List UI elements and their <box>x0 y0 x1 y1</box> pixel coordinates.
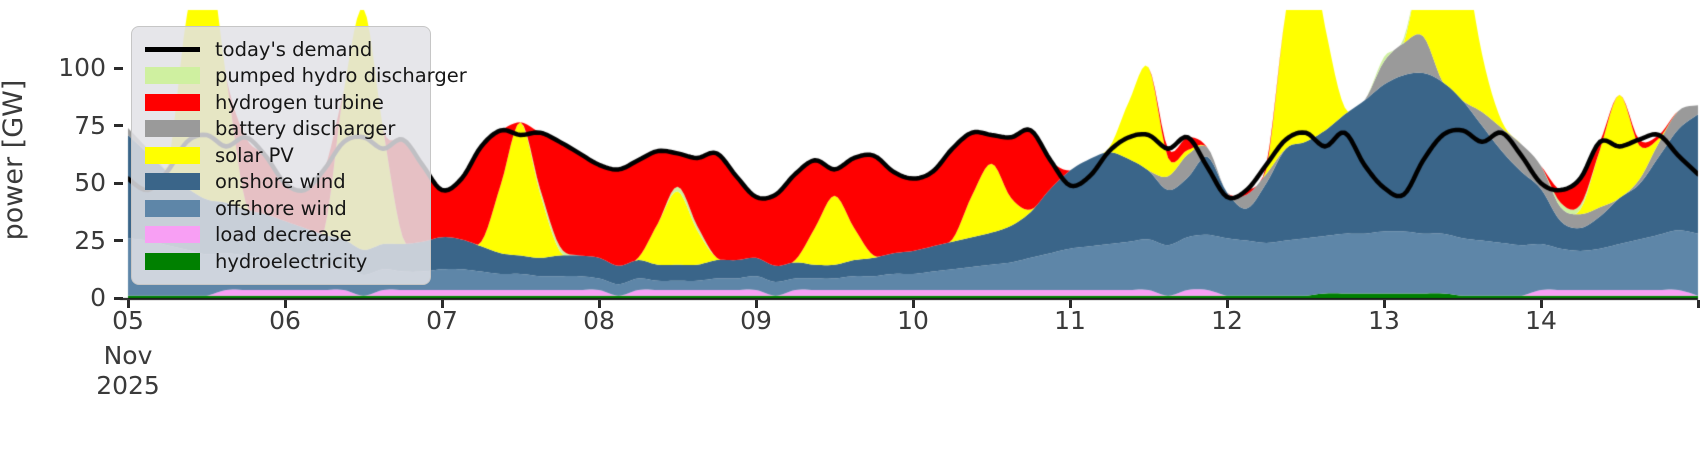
x-tick-mark <box>126 300 130 308</box>
legend-item-label: hydrogen turbine <box>215 90 384 114</box>
y-tick-label: 100 <box>58 53 106 83</box>
x-tick-mark <box>1539 300 1543 308</box>
y-tick-label: 75 <box>74 110 106 140</box>
x-tick-label: 13 <box>1368 306 1400 335</box>
x-tick-label: 06 <box>269 306 301 335</box>
legend-item-label: hydroelectricity <box>215 249 368 273</box>
legend-item-label: today's demand <box>215 37 373 61</box>
y-tick-label: 25 <box>74 225 106 255</box>
y-tick-mark <box>114 296 123 300</box>
legend-item: battery discharger <box>145 116 418 143</box>
x-tick-label: 07 <box>426 306 458 335</box>
y-tick-mark <box>114 239 123 243</box>
legend-item-label: solar PV <box>215 143 294 167</box>
x-tick-label: 05 <box>112 306 144 335</box>
x-tick-label: 14 <box>1525 306 1557 335</box>
y-tick-label: 50 <box>74 168 106 198</box>
x-tick-mark <box>1382 300 1386 308</box>
x-tick-mark <box>1225 300 1229 308</box>
legend-item: load decrease <box>145 222 418 249</box>
legend-swatch <box>145 47 200 52</box>
legend-swatch <box>145 67 200 85</box>
x-axis-month-label: Nov <box>103 341 153 370</box>
x-tick-mark <box>911 300 915 308</box>
legend-swatch <box>145 252 200 270</box>
legend-item: today's demand <box>145 36 418 63</box>
legend-swatch <box>145 93 200 111</box>
legend-swatch <box>145 199 200 217</box>
x-tick-mark <box>597 300 601 308</box>
y-tick-label: 0 <box>90 283 106 312</box>
x-tick-label: 12 <box>1211 306 1243 335</box>
x-tick-label: 09 <box>740 306 772 335</box>
legend-item: hydrogen turbine <box>145 89 418 116</box>
legend-swatch <box>145 120 200 138</box>
legend-swatch <box>145 146 200 164</box>
legend-item-label: load decrease <box>215 223 352 247</box>
legend-swatch <box>145 173 200 191</box>
legend-item-label: onshore wind <box>215 170 346 194</box>
x-tick-mark <box>440 300 444 308</box>
x-tick-mark <box>283 300 287 308</box>
y-tick-mark <box>114 124 123 128</box>
x-tick-mark <box>1068 300 1072 308</box>
x-tick-label: 08 <box>583 306 615 335</box>
y-tick-mark <box>114 66 123 70</box>
legend-item: hydroelectricity <box>145 248 418 275</box>
legend-item-label: pumped hydro discharger <box>215 64 467 88</box>
y-tick-mark <box>114 181 123 185</box>
legend-item: offshore wind <box>145 195 418 222</box>
x-axis-year-label: 2025 <box>96 371 160 400</box>
legend-item: pumped hydro discharger <box>145 63 467 90</box>
chart-legend: today's demand pumped hydro discharger hyd… <box>131 26 467 285</box>
legend-item: onshore wind <box>145 169 418 196</box>
x-tick-label: 10 <box>897 306 929 335</box>
x-tick-mark <box>1696 300 1700 308</box>
legend-item-label: battery discharger <box>215 117 396 141</box>
x-tick-label: 11 <box>1054 306 1086 335</box>
legend-item: solar PV <box>145 142 418 169</box>
x-tick-mark <box>754 300 758 308</box>
legend-item-label: offshore wind <box>215 196 347 220</box>
legend-swatch <box>145 226 200 244</box>
